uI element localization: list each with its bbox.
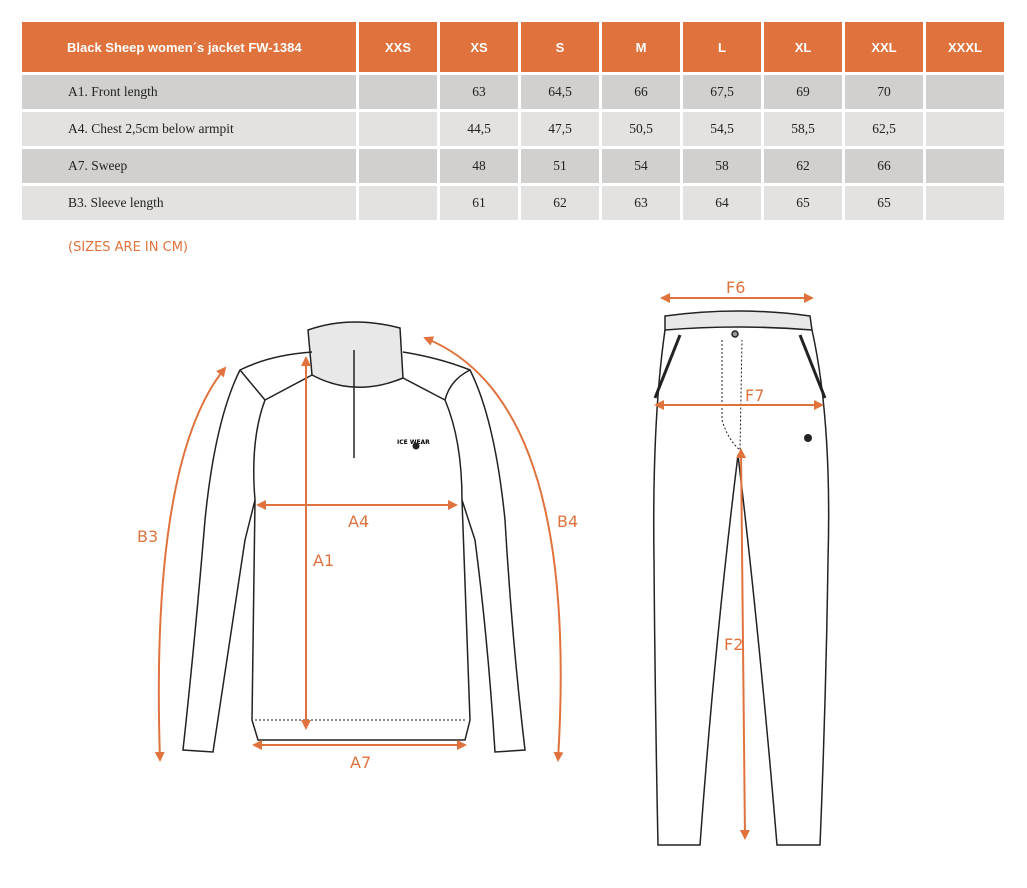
- f2-arrow: [736, 448, 750, 840]
- measurement-value: 64: [683, 186, 761, 220]
- label-f7: F7: [745, 386, 764, 405]
- size-header: XL: [764, 22, 842, 72]
- measurement-value: [359, 112, 437, 146]
- measurement-value: 63: [602, 186, 680, 220]
- measurement-value: 66: [602, 75, 680, 109]
- size-header: XXXL: [926, 22, 1004, 72]
- table-row: A1. Front length 63 64,5 66 67,5 69 70: [22, 75, 1004, 109]
- measurement-value: 58,5: [764, 112, 842, 146]
- label-f2: F2: [724, 635, 743, 654]
- measurement-value: 69: [764, 75, 842, 109]
- measurement-value: 65: [764, 186, 842, 220]
- size-header: XS: [440, 22, 518, 72]
- measurement-value: 50,5: [602, 112, 680, 146]
- units-note: (SIZES ARE IN CM): [68, 240, 188, 255]
- measurement-label: B3. Sleeve length: [22, 186, 356, 220]
- measurement-value: 63: [440, 75, 518, 109]
- size-chart-table: Black Sheep women´s jacket FW-1384 XXS X…: [19, 19, 1007, 223]
- table-row: B3. Sleeve length 61 62 63 64 65 65: [22, 186, 1004, 220]
- measurement-value: 61: [440, 186, 518, 220]
- size-header: L: [683, 22, 761, 72]
- measurement-value: 51: [521, 149, 599, 183]
- measurement-value: 64,5: [521, 75, 599, 109]
- measurement-value: [359, 75, 437, 109]
- measurement-value: 54,5: [683, 112, 761, 146]
- label-b4: B4: [557, 512, 578, 531]
- measurement-value: 48: [440, 149, 518, 183]
- measurement-value: 47,5: [521, 112, 599, 146]
- pants-drawing: [652, 310, 830, 846]
- measurement-value: [359, 149, 437, 183]
- measurement-value: 58: [683, 149, 761, 183]
- table-title: Black Sheep women´s jacket FW-1384: [22, 22, 356, 72]
- svg-text:ICE WEAR: ICE WEAR: [397, 439, 430, 446]
- ice-wear-logo: ICE WEAR: [397, 439, 430, 450]
- jacket-drawing: [182, 321, 526, 753]
- measurement-value: 54: [602, 149, 680, 183]
- measurement-value: [359, 186, 437, 220]
- label-a1: A1: [313, 551, 334, 570]
- size-header: M: [602, 22, 680, 72]
- size-header: XXS: [359, 22, 437, 72]
- label-a4: A4: [348, 512, 369, 531]
- measurement-value: [926, 75, 1004, 109]
- measurement-value: 65: [845, 186, 923, 220]
- measurement-value: 67,5: [683, 75, 761, 109]
- measurement-value: 66: [845, 149, 923, 183]
- measurement-value: 44,5: [440, 112, 518, 146]
- label-a7: A7: [350, 753, 371, 772]
- measurement-label: A1. Front length: [22, 75, 356, 109]
- size-header: S: [521, 22, 599, 72]
- measurement-value: 62,5: [845, 112, 923, 146]
- measurement-label: A4. Chest 2,5cm below armpit: [22, 112, 356, 146]
- label-f6: F6: [726, 278, 745, 297]
- measurement-value: [926, 149, 1004, 183]
- measurement-value: 62: [764, 149, 842, 183]
- label-b3: B3: [137, 527, 158, 546]
- table-row: A7. Sweep 48 51 54 58 62 66: [22, 149, 1004, 183]
- measurement-value: [926, 112, 1004, 146]
- table-row: A4. Chest 2,5cm below armpit 44,5 47,5 50,5…: [22, 112, 1004, 146]
- size-header: XXL: [845, 22, 923, 72]
- b3-arrow: [154, 366, 227, 762]
- measurement-arrows: [154, 293, 824, 840]
- measurement-value: 70: [845, 75, 923, 109]
- measurement-label: A7. Sweep: [22, 149, 356, 183]
- measurement-value: 62: [521, 186, 599, 220]
- measurement-value: [926, 186, 1004, 220]
- b4-arrow: [423, 336, 564, 762]
